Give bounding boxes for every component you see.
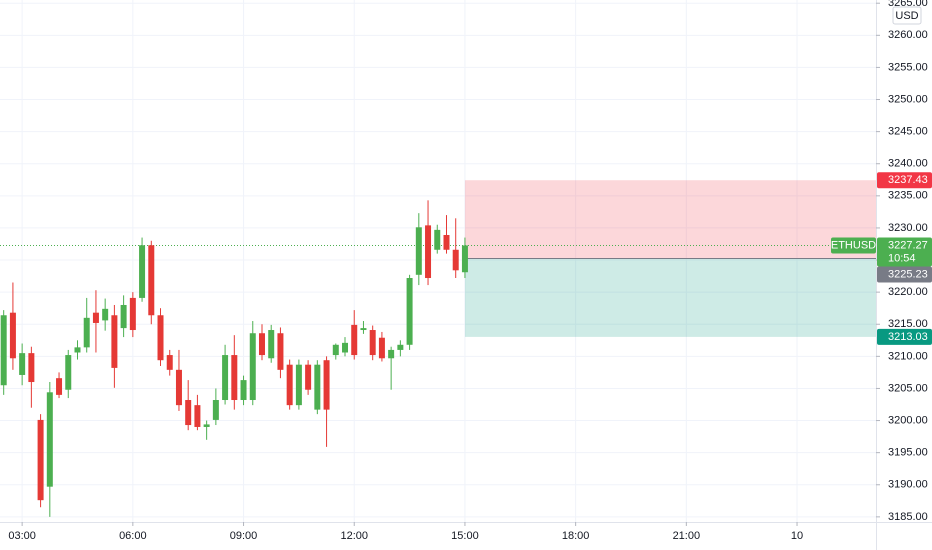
target-label-box [877, 328, 932, 345]
candle-body [185, 400, 192, 426]
candle-body [46, 392, 53, 487]
candle-body [74, 347, 81, 353]
y-tick-label: 3255.00 [888, 61, 928, 73]
candle-body [92, 312, 99, 323]
candle-body [102, 308, 109, 321]
stop-label-box [877, 172, 932, 189]
candle-body [175, 369, 182, 406]
candle-body [111, 315, 118, 368]
candle-body [28, 353, 35, 383]
stop-zone [464, 180, 876, 259]
candle-body [157, 315, 164, 361]
candle-body [203, 424, 210, 427]
candle-body [83, 317, 90, 348]
candle-body [249, 333, 256, 401]
candle-body [231, 355, 238, 401]
candle-body [129, 297, 136, 331]
candle-body [19, 353, 26, 375]
y-tick-label: 3220.00 [888, 286, 928, 298]
candle-body [461, 245, 468, 273]
candle-body [212, 400, 219, 420]
candle-body [148, 245, 155, 316]
candle-body [425, 225, 432, 279]
y-tick-label: 3260.00 [888, 29, 928, 41]
y-tick-label: 3235.00 [888, 190, 928, 202]
candle-body [194, 405, 201, 427]
x-tick-label: 12:00 [340, 530, 368, 542]
position-tool [0, 180, 876, 337]
candle-body [342, 342, 349, 353]
candle-body [332, 344, 339, 356]
y-tick-label: 3210.00 [888, 350, 928, 362]
candles [0, 200, 468, 517]
candle-body [277, 333, 284, 370]
candle-body [397, 344, 404, 350]
candle-body [369, 330, 376, 356]
candle-body [314, 364, 321, 410]
candle-body [166, 355, 173, 370]
candle-body [323, 360, 330, 410]
candle-body [268, 330, 275, 359]
candle-body [295, 364, 302, 406]
candle-body [434, 229, 441, 250]
x-tick-label: 10 [791, 530, 803, 542]
currency-label: USD [895, 10, 918, 22]
candle-body [120, 304, 127, 329]
entry-label-box [877, 266, 932, 283]
candle-body [240, 380, 247, 401]
candle-body [0, 315, 7, 386]
last-price-box [877, 237, 932, 267]
y-tick-label: 3185.00 [888, 511, 928, 523]
candle-body [65, 355, 72, 390]
y-tick-label: 3250.00 [888, 93, 928, 105]
y-tick-label: 3265.00 [888, 0, 928, 9]
y-tick-label: 3245.00 [888, 126, 928, 138]
candle-body [388, 349, 395, 359]
candle-body [378, 337, 385, 359]
candle-body [305, 364, 312, 390]
countdown-label: 10:54 [888, 252, 916, 264]
last-price-label: 3227.27 [888, 239, 928, 251]
y-tick-label: 3230.00 [888, 222, 928, 234]
x-tick-label: 03:00 [8, 530, 36, 542]
candle-body [360, 328, 367, 331]
candle-body [139, 245, 146, 298]
y-tick-label: 3205.00 [888, 382, 928, 394]
candle-body [286, 364, 293, 406]
y-tick-label: 3195.00 [888, 447, 928, 459]
candle-body [415, 227, 422, 275]
candle-body [37, 419, 44, 501]
y-tick-label: 3240.00 [888, 158, 928, 170]
candle-body [443, 234, 450, 250]
target-zone [464, 258, 876, 337]
candle-body [9, 312, 16, 359]
candle-body [452, 249, 459, 271]
y-tick-label: 3200.00 [888, 414, 928, 426]
x-tick-label: 18:00 [562, 530, 590, 542]
symbol-box [831, 237, 876, 254]
target-label: 3213.03 [888, 331, 928, 343]
candle-body [406, 278, 413, 345]
currency-box [892, 6, 922, 25]
y-tick-label: 3215.00 [888, 318, 928, 330]
x-tick-label: 06:00 [119, 530, 147, 542]
x-tick-label: 15:00 [451, 530, 479, 542]
x-tick-label: 09:00 [230, 530, 258, 542]
symbol-label: ETHUSD [831, 239, 876, 251]
entry-label: 3225.23 [888, 268, 928, 280]
stop-label: 3237.43 [888, 174, 928, 186]
candle-body [351, 324, 358, 356]
axes: 3185.00 3190.00 3195.00 3200.00 3205.00 3210.… [8, 0, 927, 542]
candle-body [258, 333, 265, 356]
x-tick-label: 21:00 [673, 530, 701, 542]
candle-body [222, 355, 229, 401]
candle-body [56, 378, 63, 395]
y-tick-label: 3190.00 [888, 479, 928, 491]
